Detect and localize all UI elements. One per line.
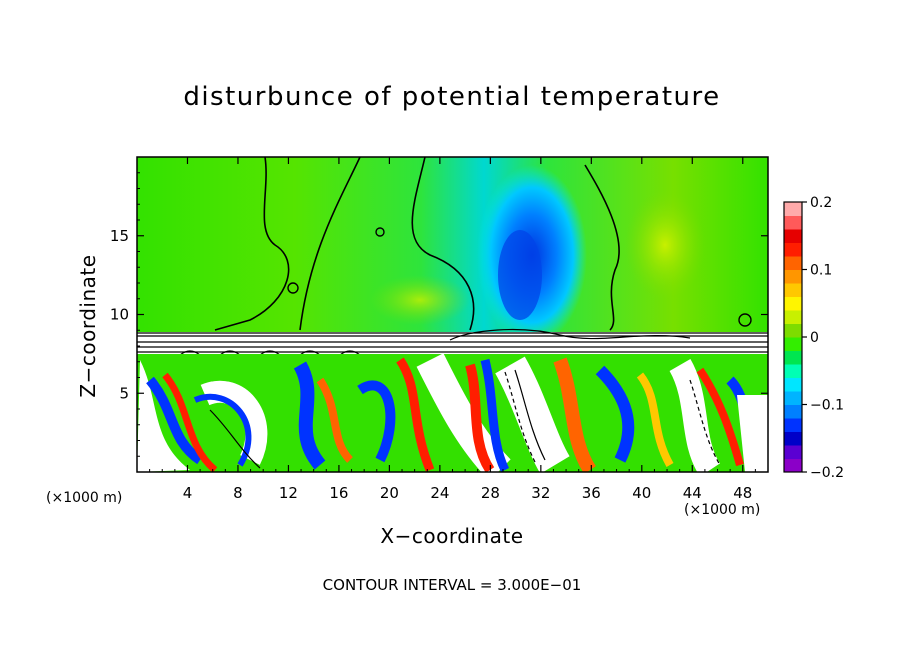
- colorbar-segment: [784, 242, 802, 257]
- x-tick-label: 44: [683, 484, 702, 502]
- contour-interval-note: CONTOUR INTERVAL = 3.000E−01: [322, 576, 582, 594]
- colorbar-segment: [784, 310, 802, 324]
- warm-anomaly-mid: [370, 275, 470, 325]
- x-tick-label: 36: [582, 484, 601, 502]
- x-tick-label: 16: [329, 484, 348, 502]
- warm-anomaly-right: [625, 190, 705, 300]
- colorbar-tick-label: 0: [810, 330, 819, 346]
- x-tick-label: 8: [233, 484, 243, 502]
- x-tick-label: 20: [380, 484, 399, 502]
- colorbar-segment: [784, 202, 802, 216]
- contour-line: [584, 164, 620, 331]
- colorbar-segment: [784, 431, 802, 446]
- colorbar-segment: [784, 283, 802, 297]
- colorbar-segment: [784, 404, 802, 419]
- y-tick-label: 15: [110, 227, 129, 245]
- x-tick-label: 28: [481, 484, 500, 502]
- lower-swirls: [137, 353, 768, 472]
- contour-line: [411, 157, 475, 331]
- x-tick-label: 40: [632, 484, 651, 502]
- contour-loop: [738, 313, 752, 327]
- x-unit-label-right: (×1000 m): [684, 502, 761, 518]
- y-tick-label: 5: [119, 384, 129, 402]
- colorbar-segment: [784, 377, 802, 392]
- colorbar-segment: [784, 296, 802, 311]
- contour-line: [299, 157, 361, 331]
- colorbar-segment: [784, 337, 802, 351]
- colorbar-segment: [784, 323, 802, 338]
- colorbar-tick-label: −0.2: [810, 465, 844, 481]
- transition-contours: [137, 328, 768, 360]
- cold-core: [498, 230, 542, 320]
- colorbar-segment: [784, 391, 802, 405]
- contour-line: [214, 157, 290, 331]
- colorbar-segment: [784, 229, 802, 243]
- x-axis-label: X−coordinate: [380, 524, 524, 548]
- colorbar-segment: [784, 458, 802, 473]
- x-axis: 4 8 12 16 20 24 28 32 36 40 44 48: [149, 157, 756, 502]
- colorbar-segment: [784, 418, 802, 432]
- heatmap-field: [137, 157, 768, 472]
- contour-loop: [287, 282, 299, 294]
- x-tick-label: 48: [733, 484, 752, 502]
- colorbar-segment: [784, 269, 802, 284]
- colorbar-segment: [784, 215, 802, 230]
- y-axis-label: Z−coordinate: [76, 254, 100, 398]
- colorbar-tick-label: −0.1: [810, 398, 844, 414]
- colorbar-segment: [784, 445, 802, 459]
- colorbar-segment: [784, 364, 802, 378]
- contour-loop: [375, 227, 385, 237]
- chart-title: disturbunce of potential temperature: [183, 82, 721, 112]
- colorbar-tick-label: 0.2: [810, 195, 832, 211]
- x-tick-label: 32: [531, 484, 550, 502]
- colorbar: −0.2 −0.1 0 0.1 0.2: [783, 195, 844, 481]
- y-tick-label: 10: [110, 306, 129, 324]
- colorbar-segment: [784, 350, 802, 365]
- x-unit-label-left: (×1000 m): [46, 490, 123, 506]
- x-tick-label: 24: [430, 484, 449, 502]
- x-tick-label: 4: [183, 484, 193, 502]
- y-axis: 5 10 15: [110, 172, 768, 457]
- colorbar-tick-label: 0.1: [810, 263, 832, 279]
- x-tick-label: 12: [279, 484, 298, 502]
- lower-contours: [209, 369, 721, 469]
- colorbar-segment: [784, 256, 802, 270]
